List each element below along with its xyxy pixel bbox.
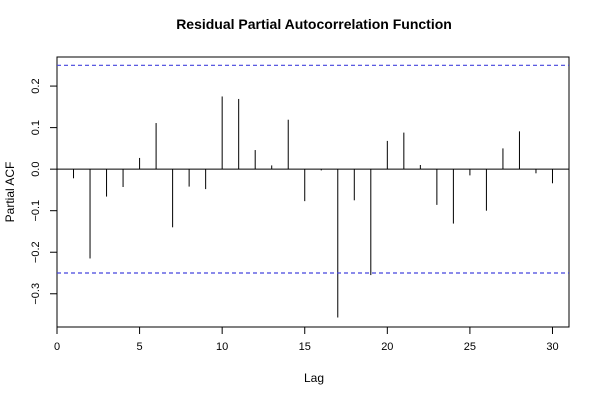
y-tick-label: 0.1 <box>30 120 42 135</box>
y-tick-label: 0.0 <box>30 162 42 177</box>
x-axis-label: Lag <box>304 371 324 385</box>
x-tick-label: 20 <box>381 341 393 353</box>
x-tick-label: 30 <box>546 341 558 353</box>
x-tick-label: 10 <box>216 341 228 353</box>
pacf-bars <box>57 96 569 318</box>
chart-title: Residual Partial Autocorrelation Functio… <box>176 16 452 32</box>
y-tick-label: −0.1 <box>30 200 42 222</box>
y-axis-label: Partial ACF <box>3 162 17 223</box>
y-tick-label: 0.2 <box>30 78 42 93</box>
x-tick-label: 25 <box>464 341 476 353</box>
y-tick-label: −0.2 <box>30 241 42 263</box>
y-tick-label: −0.3 <box>30 283 42 305</box>
x-tick-label: 5 <box>137 341 143 353</box>
y-axis: −0.3 −0.2 −0.1 0.0 0.1 0.2 <box>30 78 58 305</box>
plot-frame <box>56 56 570 328</box>
x-axis: 0 5 10 15 20 25 30 <box>54 326 559 353</box>
confidence-bounds <box>57 64 569 274</box>
x-tick-label: 15 <box>299 341 311 353</box>
x-tick-label: 0 <box>54 341 60 353</box>
